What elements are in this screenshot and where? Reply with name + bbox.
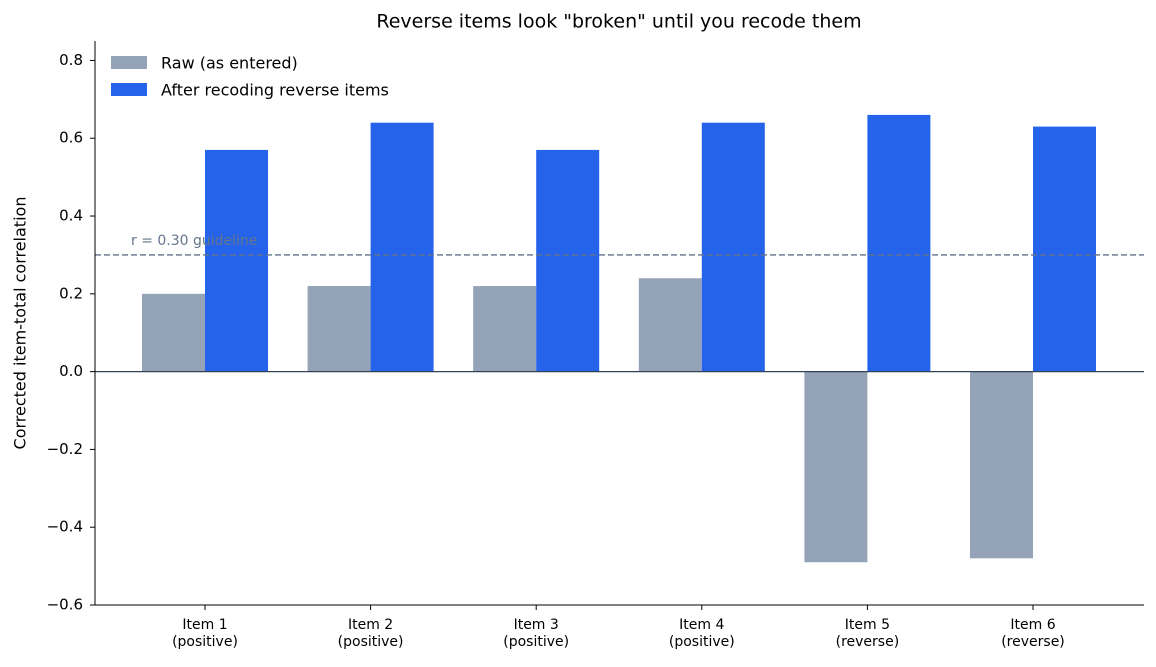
x-tick-label: Item 5 (reverse) [836, 617, 900, 650]
bar [205, 149, 268, 372]
x-tick-label: Item 6 (reverse) [1001, 617, 1065, 650]
bar [1033, 126, 1096, 372]
y-axis-label: Corrected item-total correlation [11, 197, 30, 450]
x-tick-label: Item 4 (positive) [669, 617, 735, 650]
bar [473, 286, 537, 372]
y-tick-label: 0.2 [59, 284, 83, 302]
legend-swatch [111, 83, 147, 96]
bar [804, 371, 868, 563]
x-tick-label: Item 3 (positive) [503, 617, 569, 650]
reference-label: r = 0.30 guideline [131, 233, 257, 249]
bar [970, 371, 1033, 559]
y-tick-label: 0.0 [59, 362, 83, 380]
y-tick-label: 0.8 [59, 51, 83, 69]
bar [536, 149, 600, 372]
bar [701, 122, 765, 372]
bar [307, 286, 371, 372]
bar [867, 114, 931, 372]
bar [142, 293, 205, 372]
bar [638, 278, 702, 372]
y-tick-label: −0.4 [47, 518, 83, 536]
chart-title: Reverse items look "broken" until you re… [376, 11, 861, 33]
x-tick-label: Item 1 (positive) [172, 617, 238, 650]
y-tick-label: 0.6 [59, 129, 83, 147]
x-tick-label: Item 2 (positive) [338, 617, 404, 650]
bar [370, 122, 434, 372]
legend-swatch [111, 56, 147, 69]
y-tick-label: −0.6 [47, 596, 83, 614]
legend-label: After recoding reverse items [161, 81, 389, 100]
y-tick-label: −0.2 [47, 440, 83, 458]
legend-label: Raw (as entered) [161, 54, 298, 73]
y-tick-label: 0.4 [59, 207, 83, 225]
